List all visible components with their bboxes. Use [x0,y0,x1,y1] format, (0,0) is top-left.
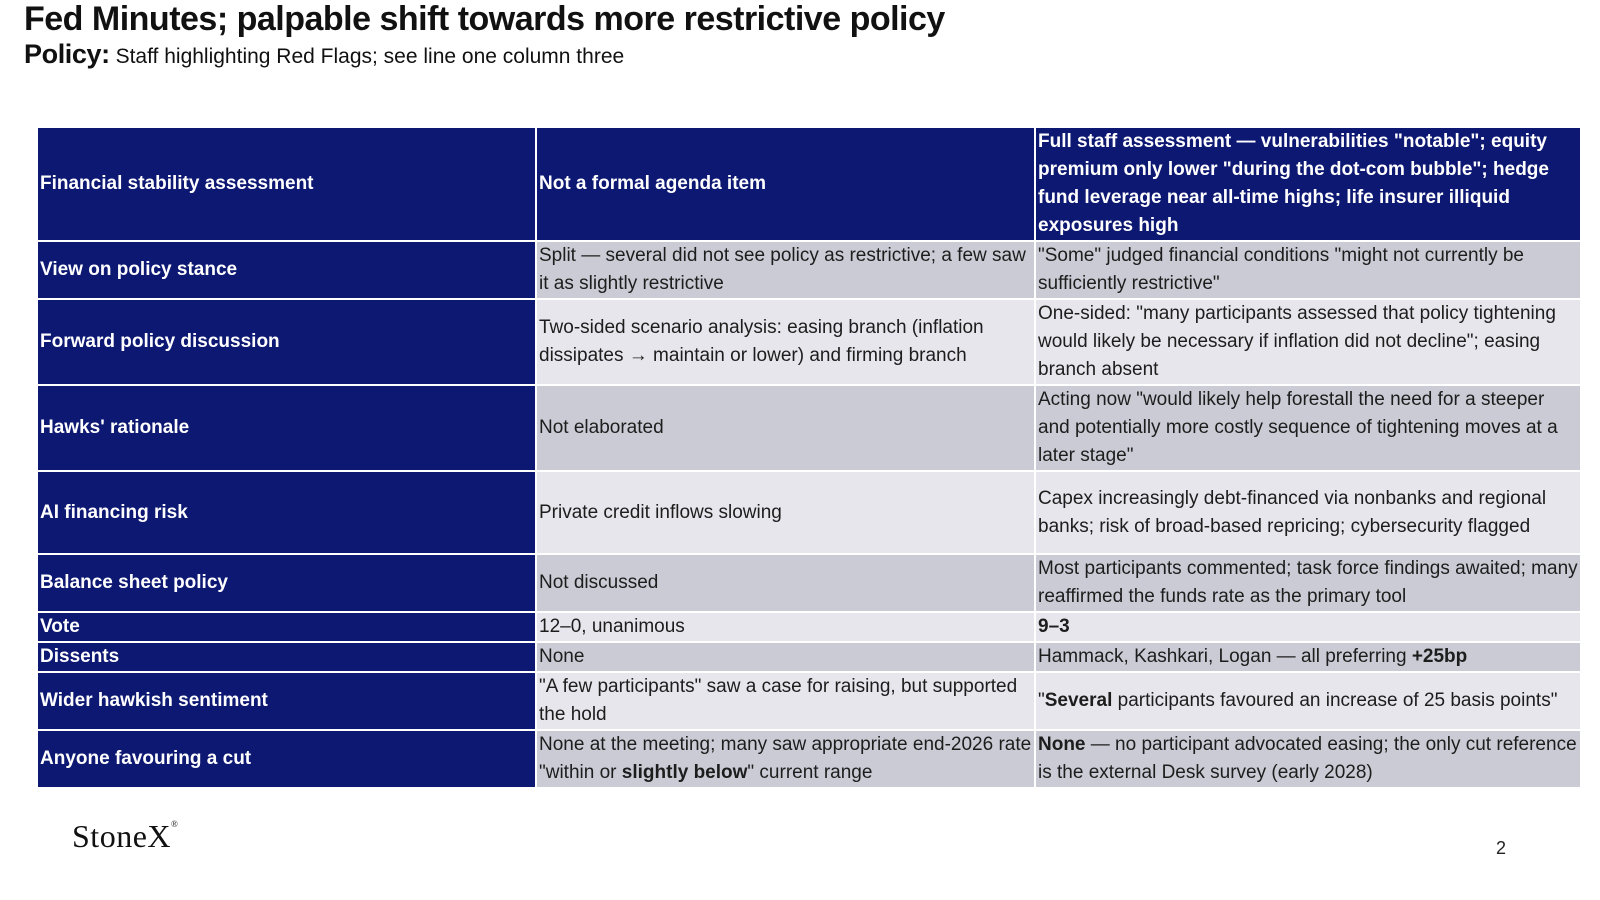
cell-current: Most participants commented; task force … [1034,553,1582,613]
header-cell-current: Full staff assessment — vulnerabilities … [1034,126,1582,242]
logo-text: StoneX [72,818,171,854]
page-title: Fed Minutes; palpable shift towards more… [24,0,945,38]
cell-previous: "A few participants" saw a case for rais… [535,671,1036,731]
row-label: Forward policy discussion [36,298,537,386]
cell-text: — no participant advocated easing; the o… [1038,734,1577,783]
cell-current: "Some" judged financial conditions "migh… [1034,240,1582,300]
table-row: Hawks' rationale Not elaborated Acting n… [36,384,1582,472]
cell-current: None — no participant advocated easing; … [1034,729,1582,789]
row-label: AI financing risk [36,470,537,555]
table-row: Anyone favouring a cut None at the meeti… [36,729,1582,789]
table-row: Wider hawkish sentiment "A few participa… [36,671,1582,731]
cell-previous: Split — several did not see policy as re… [535,240,1036,300]
cell-previous: Not discussed [535,553,1036,613]
row-label: Vote [36,611,537,643]
cell-previous: 12–0, unanimous [535,611,1036,643]
cell-bold-text: 9–3 [1038,616,1070,637]
cell-text: " current range [747,762,873,783]
table-row: AI financing risk Private credit inflows… [36,470,1582,555]
cell-previous: None [535,641,1036,673]
cell-current: Acting now "would likely help forestall … [1034,384,1582,472]
table-row: Balance sheet policy Not discussed Most … [36,553,1582,613]
table-row: View on policy stance Split — several di… [36,240,1582,300]
page-subtitle: Policy: Staff highlighting Red Flags; se… [24,40,624,71]
cell-current: "Several participants favoured an increa… [1034,671,1582,731]
table-row: Dissents None Hammack, Kashkari, Logan —… [36,641,1582,673]
cell-bold-text: None [1038,734,1086,755]
row-label: View on policy stance [36,240,537,300]
cell-bold-text: slightly below [621,762,748,783]
table-row: Vote 12–0, unanimous 9–3 [36,611,1582,643]
cell-bold-text: Several [1044,690,1113,711]
cell-text: Hammack, Kashkari, Logan — all preferrin… [1038,646,1412,667]
row-label: Wider hawkish sentiment [36,671,537,731]
stonex-logo: StoneX® [72,818,178,855]
cell-text: participants favoured an increase of 25 … [1112,690,1558,711]
cell-previous: None at the meeting; many saw appropriat… [535,729,1036,789]
cell-current: 9–3 [1034,611,1582,643]
table-header-row: Financial stability assessment Not a for… [36,126,1582,242]
subtitle-text: Staff highlighting Red Flags; see line o… [115,45,625,68]
header-cell-label: Financial stability assessment [36,126,537,242]
cell-current: Capex increasingly debt-financed via non… [1034,470,1582,555]
subtitle-label: Policy: [24,39,110,69]
cell-previous: Two-sided scenario analysis: easing bran… [535,298,1036,386]
header-cell-previous: Not a formal agenda item [535,126,1036,242]
row-label: Balance sheet policy [36,553,537,613]
cell-current: One-sided: "many participants assessed t… [1034,298,1582,386]
cell-previous: Not elaborated [535,384,1036,472]
registered-mark: ® [171,819,179,829]
row-label: Anyone favouring a cut [36,729,537,789]
row-label: Hawks' rationale [36,384,537,472]
cell-current: Hammack, Kashkari, Logan — all preferrin… [1034,641,1582,673]
table-row: Forward policy discussion Two-sided scen… [36,298,1582,386]
comparison-table: Financial stability assessment Not a for… [36,126,1582,789]
row-label: Dissents [36,641,537,673]
cell-text: None at the meeting; many saw appropriat… [539,734,1032,783]
cell-previous: Private credit inflows slowing [535,470,1036,555]
cell-bold-text: +25bp [1411,646,1468,667]
cell-text: " [1038,690,1045,711]
page-number: 2 [1496,838,1507,858]
